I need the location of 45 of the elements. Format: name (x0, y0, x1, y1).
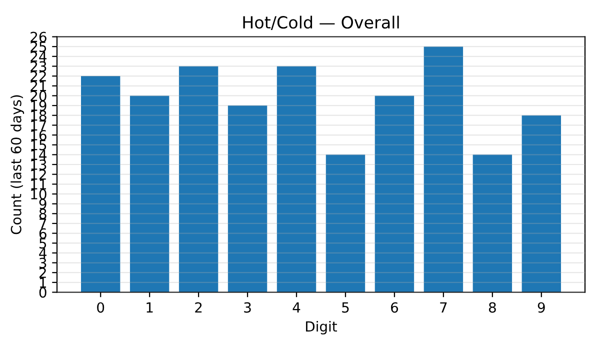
y-tick-label: 0 (39, 287, 46, 298)
y-tick-label: 19 (31, 100, 46, 112)
y-tick-label: 9 (39, 198, 46, 210)
bar (522, 115, 561, 292)
y-tick-label: 24 (30, 51, 46, 62)
y-axis-title: Count (last 60 days) (10, 95, 24, 234)
x-tick-label: 0 (97, 302, 104, 313)
x-tick-label: 6 (391, 302, 398, 313)
y-tick-label: 16 (31, 130, 46, 140)
y-tick-label: 11 (31, 179, 46, 190)
y-tick-label: 26 (30, 32, 46, 42)
bar (81, 76, 120, 292)
y-tick-label: 1 (40, 278, 46, 288)
bar (472, 154, 512, 292)
y-tick-label: 3 (40, 258, 46, 268)
y-tick-label: 20 (30, 90, 46, 102)
y-tick-label: 15 (31, 140, 46, 150)
bar (374, 96, 414, 292)
x-tick-label: 4 (292, 302, 300, 313)
bar (130, 96, 170, 292)
bar (178, 66, 218, 292)
x-axis-title: Digit (306, 320, 338, 334)
y-tick-label: 18 (31, 110, 46, 121)
x-tick-label: 9 (538, 302, 545, 313)
x-tick-label: 8 (488, 302, 496, 313)
bar (276, 66, 316, 292)
y-tick-label: 21 (30, 80, 46, 92)
x-tick-label: 3 (244, 302, 251, 313)
x-tick-label: 2 (195, 302, 202, 313)
y-tick-label: 14 (31, 150, 46, 160)
x-tick-label: 1 (146, 302, 153, 313)
chart-title: Hot/Cold — Overall (243, 16, 399, 30)
y-tick-label: 12 (31, 169, 46, 180)
bar (424, 46, 464, 292)
y-tick-label: 10 (31, 188, 46, 200)
bar (228, 106, 268, 292)
y-tick-label: 17 (31, 120, 46, 130)
y-tick-label: 2 (39, 268, 46, 278)
y-tick-label: 23 (30, 61, 46, 72)
y-tick-label: 6 (39, 228, 46, 239)
bar (326, 154, 366, 292)
x-tick-label: 5 (342, 302, 349, 313)
x-tick-label: 7 (440, 302, 447, 313)
y-tick-label: 4 (39, 248, 46, 258)
y-tick-label: 8 (39, 208, 46, 220)
